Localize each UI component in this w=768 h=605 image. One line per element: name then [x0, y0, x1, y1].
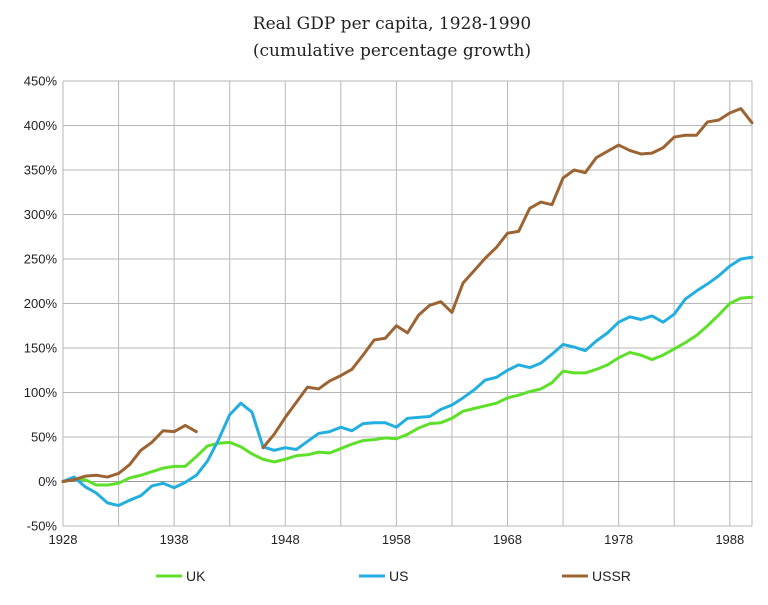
axis-ticks: -50% 0% 50% 100% 150% 200% 250% 300% 350% 400% 450… — [24, 74, 744, 548]
series-line-ussr — [61, 107, 754, 483]
y-tick-label: 300% — [24, 207, 58, 222]
y-tick-label: 50% — [31, 430, 57, 445]
x-tick-label: 1958 — [382, 532, 411, 547]
series-line-uk — [61, 295, 754, 487]
y-tick-label: 400% — [24, 118, 58, 133]
series-lines — [61, 107, 754, 508]
chart-title: Real GDP per capita, 1928-1990 — [253, 14, 531, 34]
y-tick-label: 200% — [24, 296, 58, 311]
x-tick-label: 1928 — [49, 532, 78, 547]
legend-label-us: US — [389, 568, 408, 584]
x-tick-label: 1978 — [604, 532, 633, 547]
y-tick-label: 150% — [24, 341, 58, 356]
legend-label-ussr: USSR — [592, 568, 631, 584]
x-tick-label: 1948 — [271, 532, 300, 547]
y-tick-label: 250% — [24, 252, 58, 267]
y-tick-label: 350% — [24, 163, 58, 178]
series-line-us — [61, 255, 754, 508]
legend-label-uk: UK — [186, 568, 206, 584]
chart-subtitle: (cumulative percentage growth) — [253, 41, 531, 61]
y-tick-label: 0% — [38, 474, 57, 489]
y-tick-label: 100% — [24, 385, 58, 400]
x-tick-label: 1968 — [493, 532, 522, 547]
legend: UK US USSR — [156, 568, 631, 584]
x-tick-label: 1988 — [715, 532, 744, 547]
y-tick-label: 450% — [24, 74, 58, 89]
y-tick-label: -50% — [27, 519, 58, 534]
grid — [62, 80, 753, 527]
x-tick-label: 1938 — [160, 532, 189, 547]
